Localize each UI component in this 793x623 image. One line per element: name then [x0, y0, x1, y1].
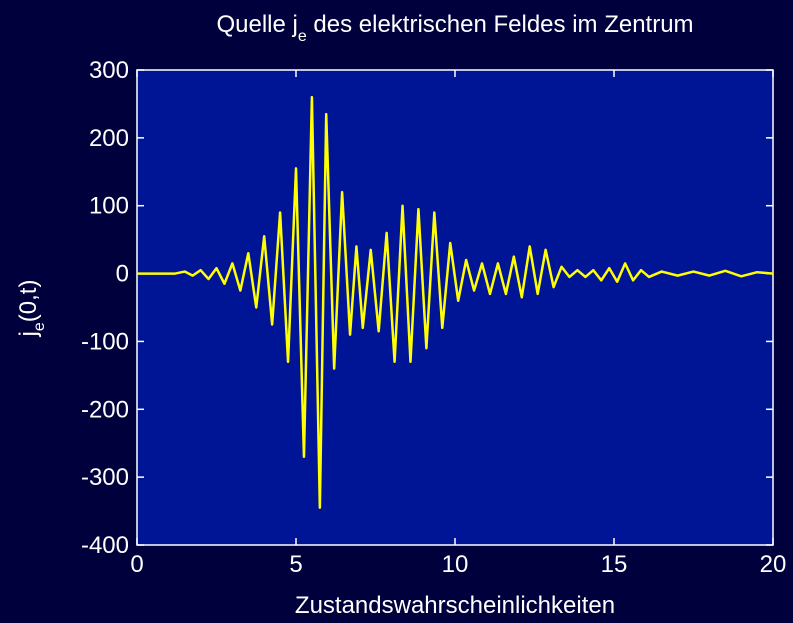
x-tick-label: 10 — [442, 551, 469, 578]
chart-title: Quelle je des elektrischen Feldes im Zen… — [216, 11, 693, 45]
y-tick-label: 100 — [89, 193, 129, 220]
y-tick-label: 0 — [116, 261, 129, 288]
y-tick-label: -400 — [81, 532, 129, 559]
ylabel-part: j — [15, 331, 42, 337]
x-axis-label: Zustandswahrscheinlichkeiten — [295, 592, 615, 619]
data-line — [137, 95, 774, 509]
y-tick-label: -200 — [81, 396, 129, 423]
x-tick-label: 0 — [130, 551, 143, 578]
y-tick-label: 200 — [89, 125, 129, 152]
ylabel-subscript: e — [31, 322, 48, 331]
title-part: Quelle j — [216, 11, 297, 38]
y-tick-label: 300 — [89, 57, 129, 84]
y-tick-label: -300 — [81, 464, 129, 491]
x-tick-label: 20 — [760, 551, 787, 578]
y-axis-label: je(0,t) — [15, 280, 48, 338]
x-tick-label: 15 — [601, 551, 628, 578]
y-tick-label: -100 — [81, 328, 129, 355]
plot-area — [136, 69, 774, 546]
ylabel-part: (0,t) — [15, 280, 42, 323]
title-part: des elektrischen Feldes im Zentrum — [307, 11, 694, 38]
x-tick-label: 5 — [289, 551, 302, 578]
title-subscript: e — [298, 28, 307, 45]
